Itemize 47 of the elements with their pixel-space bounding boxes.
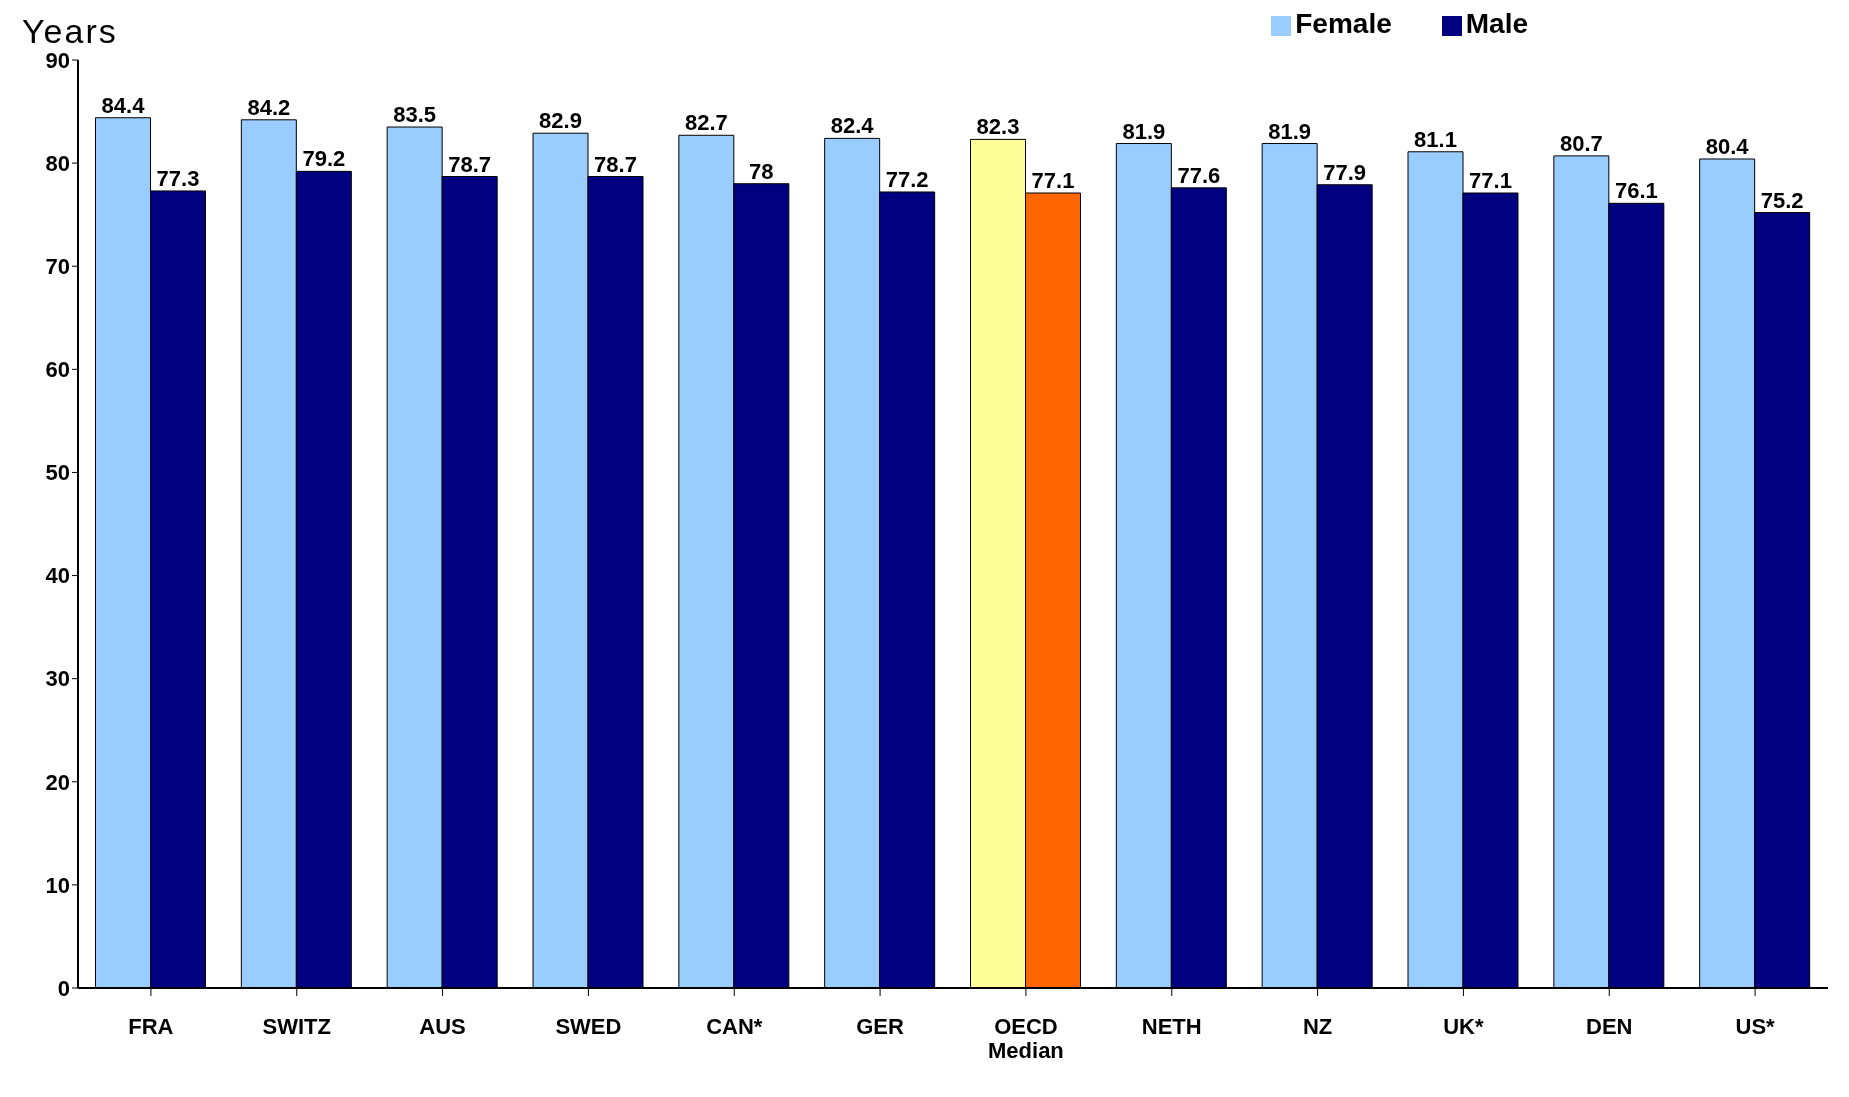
data-label: 78 xyxy=(749,158,774,184)
x-tick-label: NZ xyxy=(1302,1014,1333,1039)
x-tick-label: UK* xyxy=(1443,1014,1485,1039)
data-label: 77.1 xyxy=(1469,168,1512,194)
y-tick-label: 70 xyxy=(45,254,70,280)
data-label: 78.7 xyxy=(448,151,492,177)
data-label: 83.5 xyxy=(393,102,437,128)
data-label: 82.7 xyxy=(684,110,728,136)
legend-label: Male xyxy=(1465,8,1528,39)
data-label: 77.9 xyxy=(1323,159,1367,185)
data-label: 77.3 xyxy=(156,165,200,191)
data-label: 84.2 xyxy=(247,94,291,120)
data-label: 81.9 xyxy=(1122,118,1166,144)
data-label: 76.1 xyxy=(1614,178,1658,204)
legend-label: Female xyxy=(1295,8,1392,39)
data-label: 78.7 xyxy=(594,151,637,177)
y-tick-label: 20 xyxy=(45,769,70,795)
y-tick-label: 0 xyxy=(57,975,70,1001)
y-tick-label: 80 xyxy=(45,150,70,176)
x-tick-label: NETH xyxy=(1141,1014,1202,1039)
y-tick-label: 30 xyxy=(45,666,70,692)
x-tick-label: SWITZ xyxy=(262,1014,331,1039)
x-tick-label: GER xyxy=(856,1014,905,1039)
data-label: 82.9 xyxy=(539,108,582,134)
x-tick-label: CAN* xyxy=(706,1014,763,1039)
data-label: 80.4 xyxy=(1705,133,1750,159)
x-tick-label: FRA xyxy=(128,1014,174,1039)
x-tick-label: DEN xyxy=(1586,1014,1633,1039)
x-tick-label: US* xyxy=(1735,1014,1776,1039)
y-tick-label: 50 xyxy=(45,460,70,486)
data-label: 75.2 xyxy=(1760,187,1804,213)
y-tick-label: 60 xyxy=(45,357,70,383)
data-label: 82.4 xyxy=(830,113,875,139)
x-tick-label: SWED xyxy=(555,1014,622,1039)
y-tick-label: 40 xyxy=(45,563,70,589)
data-label: 77.6 xyxy=(1177,162,1221,188)
data-label: 81.1 xyxy=(1414,126,1457,152)
data-label: 77.1 xyxy=(1031,168,1075,194)
data-label: 80.7 xyxy=(1559,130,1603,156)
data-label: 81.9 xyxy=(1268,118,1312,144)
data-label: 77.2 xyxy=(885,166,929,192)
x-tick-label: AUS xyxy=(419,1014,466,1039)
data-label: 82.3 xyxy=(976,114,1020,140)
y-tick-label: 10 xyxy=(45,872,70,898)
data-label: 84.4 xyxy=(101,92,146,118)
x-tick-label: OECD Median xyxy=(988,1014,1064,1063)
data-label: 79.2 xyxy=(302,146,346,172)
